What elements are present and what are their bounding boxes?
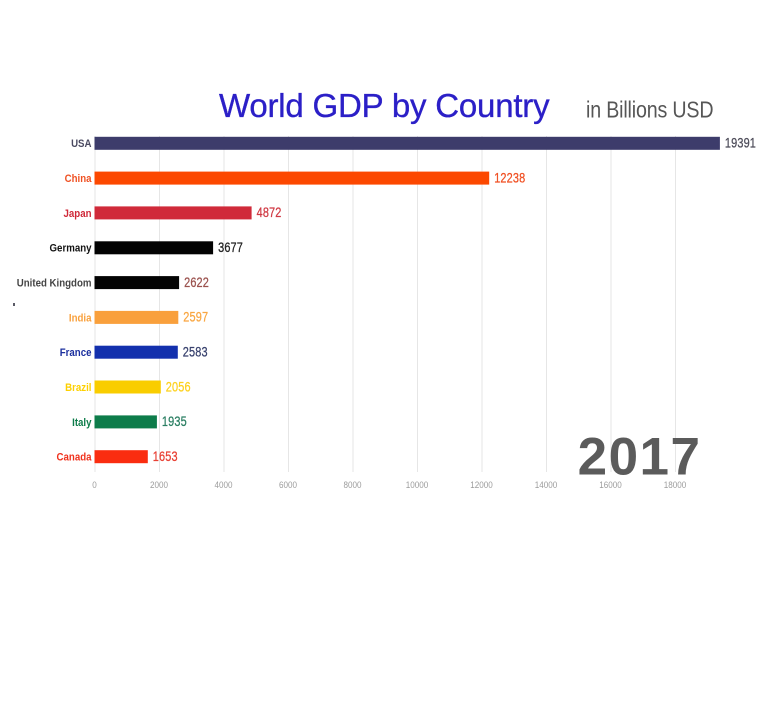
svg-text:2017: 2017 xyxy=(578,427,702,486)
svg-text:14000: 14000 xyxy=(535,480,558,491)
svg-text:World GDP by Country: World GDP by Country xyxy=(219,87,550,124)
svg-text:18000: 18000 xyxy=(664,480,687,491)
svg-text:8000: 8000 xyxy=(344,480,362,491)
svg-text:in Billions USD: in Billions USD xyxy=(586,97,713,123)
svg-text:0: 0 xyxy=(92,480,97,491)
svg-text:1653: 1653 xyxy=(153,449,178,465)
svg-text:3677: 3677 xyxy=(218,240,243,256)
svg-text:4000: 4000 xyxy=(215,480,233,491)
svg-text:India: India xyxy=(69,313,92,325)
svg-text:12238: 12238 xyxy=(494,170,525,186)
svg-text:Canada: Canada xyxy=(57,452,92,464)
svg-text:4872: 4872 xyxy=(257,205,282,221)
svg-text:12000: 12000 xyxy=(470,480,493,491)
svg-text:France: France xyxy=(60,348,92,360)
svg-text:19391: 19391 xyxy=(725,135,756,151)
svg-text:10000: 10000 xyxy=(406,480,429,491)
svg-text:China: China xyxy=(65,174,92,186)
svg-text:United Kingdom: United Kingdom xyxy=(17,278,92,290)
svg-text:Japan: Japan xyxy=(64,208,92,220)
svg-text:2056: 2056 xyxy=(166,379,191,395)
svg-text:16000: 16000 xyxy=(599,480,622,491)
svg-text:1935: 1935 xyxy=(162,414,187,430)
svg-text:Germany: Germany xyxy=(50,243,92,255)
svg-text:2000: 2000 xyxy=(150,480,168,491)
svg-text:Italy: Italy xyxy=(72,417,92,429)
svg-text:Brazil: Brazil xyxy=(65,382,91,394)
svg-text:2622: 2622 xyxy=(184,275,209,291)
svg-text:2583: 2583 xyxy=(183,344,208,360)
svg-text:2597: 2597 xyxy=(183,309,208,325)
svg-text:6000: 6000 xyxy=(279,480,297,491)
svg-text:USA: USA xyxy=(71,139,92,151)
